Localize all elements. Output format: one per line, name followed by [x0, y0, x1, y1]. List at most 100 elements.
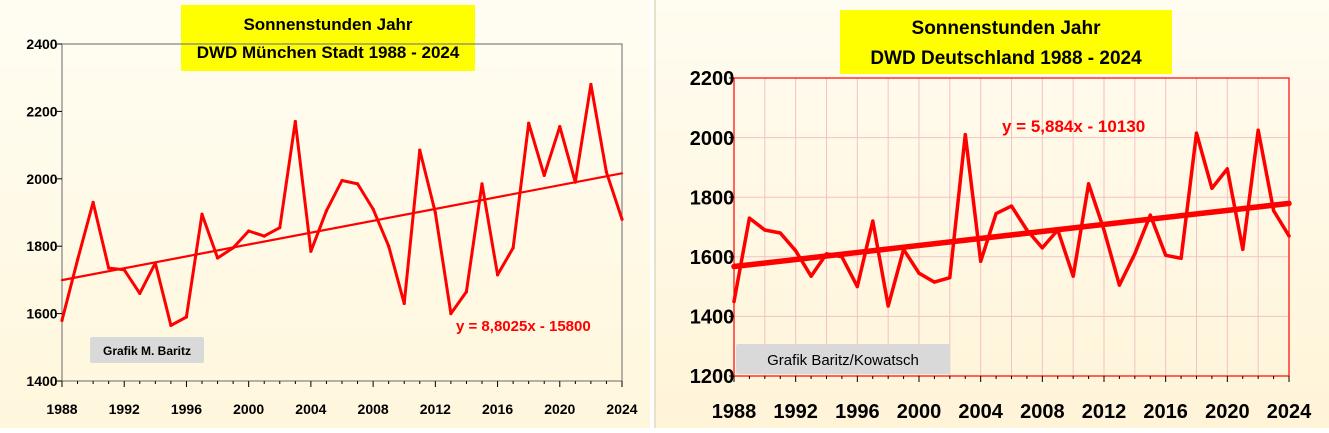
data-point [1009, 204, 1014, 208]
data-point [511, 246, 515, 250]
data-point [184, 315, 189, 319]
y-tick-label: 1600 [690, 247, 735, 269]
data-point [464, 290, 469, 294]
data-point [1040, 246, 1044, 250]
y-tick-label: 1800 [690, 187, 735, 209]
data-point [247, 229, 251, 233]
data-point [1086, 182, 1091, 186]
y-tick-label: 2200 [26, 103, 57, 119]
x-tick-label: 2020 [544, 401, 575, 417]
data-point [763, 228, 767, 232]
x-tick-label: 1992 [773, 401, 818, 423]
trendline [60, 172, 624, 282]
data-point [840, 255, 844, 259]
x-tick-label: 2016 [1143, 401, 1188, 423]
data-point [855, 285, 859, 289]
data-point [994, 211, 998, 216]
x-tick-label: 2000 [897, 401, 942, 423]
chart-muenchen: Sonnenstunden Jahr DWD München Stadt 198… [26, 5, 638, 417]
data-point [60, 318, 64, 322]
x-tick-label: 1996 [835, 401, 880, 423]
data-point [1148, 213, 1152, 217]
x-tick-label: 2008 [1020, 401, 1065, 423]
data-point [309, 249, 313, 253]
data-point [495, 273, 500, 277]
data-point [262, 234, 266, 238]
data-point [573, 180, 577, 184]
trendline-equation: y = 8,8025x - 15800 [456, 318, 591, 335]
chart-title: Sonnenstunden Jahr [243, 15, 412, 34]
data-point [293, 119, 297, 124]
data-point [1025, 228, 1029, 232]
data-point [1194, 131, 1199, 135]
chart-title-box [840, 10, 1172, 74]
data-point [1287, 234, 1291, 238]
chart-subtitle: DWD München Stadt 1988 - 2024 [197, 43, 460, 62]
x-tick-label: 2000 [233, 401, 264, 417]
data-point [1102, 228, 1106, 232]
x-tick-label: 1988 [46, 401, 77, 417]
chart-credit: Grafik M. Baritz [103, 344, 191, 358]
data-point [75, 258, 80, 262]
data-point [324, 209, 329, 213]
y-tick-label: 1400 [690, 307, 735, 329]
y-tick-label: 1800 [26, 238, 57, 254]
data-point [449, 312, 453, 316]
x-tick-label: 1992 [109, 401, 140, 417]
x-tick-label: 1988 [712, 401, 757, 423]
data-point [1241, 247, 1245, 251]
data-point [371, 207, 375, 211]
data-point [732, 299, 736, 304]
credit-box [736, 344, 950, 374]
chart-panel-deutschland: Sonnenstunden Jahr DWD Deutschland 1988 … [654, 0, 1329, 428]
data-point [91, 200, 95, 204]
data-point [138, 291, 142, 295]
x-tick-label: 2024 [1267, 401, 1312, 423]
data-point [809, 274, 813, 278]
data-point [901, 247, 906, 251]
x-tick-label: 2008 [358, 401, 389, 417]
data-point [886, 304, 890, 308]
data-point [231, 246, 235, 250]
data-point [794, 249, 798, 253]
data-point [1210, 186, 1214, 190]
data-point [1225, 167, 1229, 171]
data-point [1133, 252, 1137, 256]
data-point [917, 271, 921, 275]
chart-title: Sonnenstunden Jahr [912, 18, 1102, 39]
data-point [107, 266, 111, 270]
data-point [153, 261, 157, 265]
x-tick-label: 2020 [1205, 401, 1250, 423]
x-tick-label: 2016 [482, 401, 513, 417]
data-point [1179, 256, 1183, 260]
data-point [200, 212, 204, 216]
chart-deutschland: Sonnenstunden Jahr DWD Deutschland 1988 … [690, 10, 1312, 423]
y-tick-label: 1600 [26, 306, 57, 322]
data-point [527, 121, 531, 125]
data-point [480, 182, 484, 186]
data-point [747, 216, 752, 220]
x-tick-label: 2024 [606, 401, 637, 417]
data-point [387, 244, 391, 248]
y-tick-label: 1200 [690, 366, 735, 388]
data-point [824, 252, 829, 256]
x-tick-label: 1996 [171, 401, 202, 417]
data-point [122, 268, 126, 272]
chart-subtitle: DWD Deutschland 1988 - 2024 [870, 48, 1142, 69]
y-tick-label: 2400 [26, 36, 57, 52]
trendline-equation: y = 5,884x - 10130 [1002, 117, 1145, 136]
data-point [778, 231, 782, 235]
data-point [979, 259, 983, 263]
y-tick-label: 2200 [690, 68, 735, 90]
data-point [1164, 253, 1168, 257]
y-tick-label: 1400 [26, 373, 57, 389]
x-tick-label: 2012 [1082, 401, 1127, 423]
data-point [169, 323, 173, 327]
data-point [1056, 228, 1060, 232]
data-point [558, 124, 562, 129]
series-line [60, 82, 624, 327]
data-point [948, 276, 952, 280]
y-tick-label: 2000 [690, 128, 735, 150]
data-point [355, 182, 360, 186]
data-point [1117, 283, 1122, 287]
